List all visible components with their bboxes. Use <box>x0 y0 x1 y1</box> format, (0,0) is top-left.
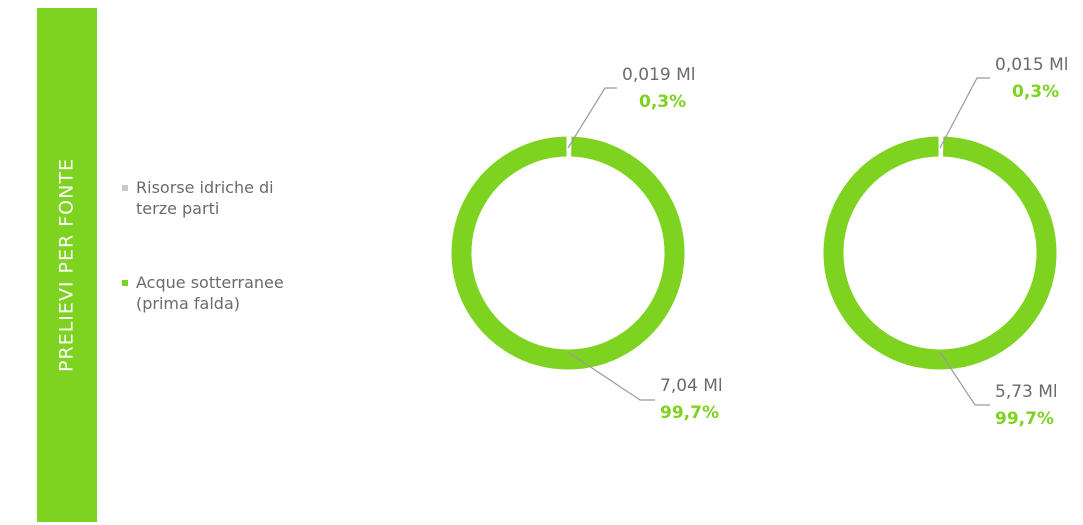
share-label: 0,3% <box>639 92 686 112</box>
donut-slice <box>448 133 688 373</box>
leader-line <box>567 351 655 401</box>
leader-line <box>567 87 617 149</box>
legend-label: Acque sotterranee (prima falda) <box>136 273 284 313</box>
leader-line <box>939 351 990 406</box>
value-label: 0,015 Ml <box>995 55 1068 75</box>
legend-label: Risorse idriche di terze parti <box>136 178 274 218</box>
sidebar <box>37 8 97 522</box>
value-label: 0,019 Ml <box>622 65 695 85</box>
donut-slice <box>820 133 1060 373</box>
leader-line <box>939 77 990 149</box>
share-label: 99,7% <box>660 403 719 423</box>
legend-swatch <box>122 280 128 286</box>
share-label: 0,3% <box>1012 82 1059 102</box>
legend-swatch <box>122 185 128 191</box>
value-label: 7,04 Ml <box>660 376 723 396</box>
value-label: 5,73 Ml <box>995 382 1058 402</box>
chart-title: PRELIEVI PER FONTE <box>56 158 78 372</box>
share-label: 99,7% <box>995 409 1054 429</box>
